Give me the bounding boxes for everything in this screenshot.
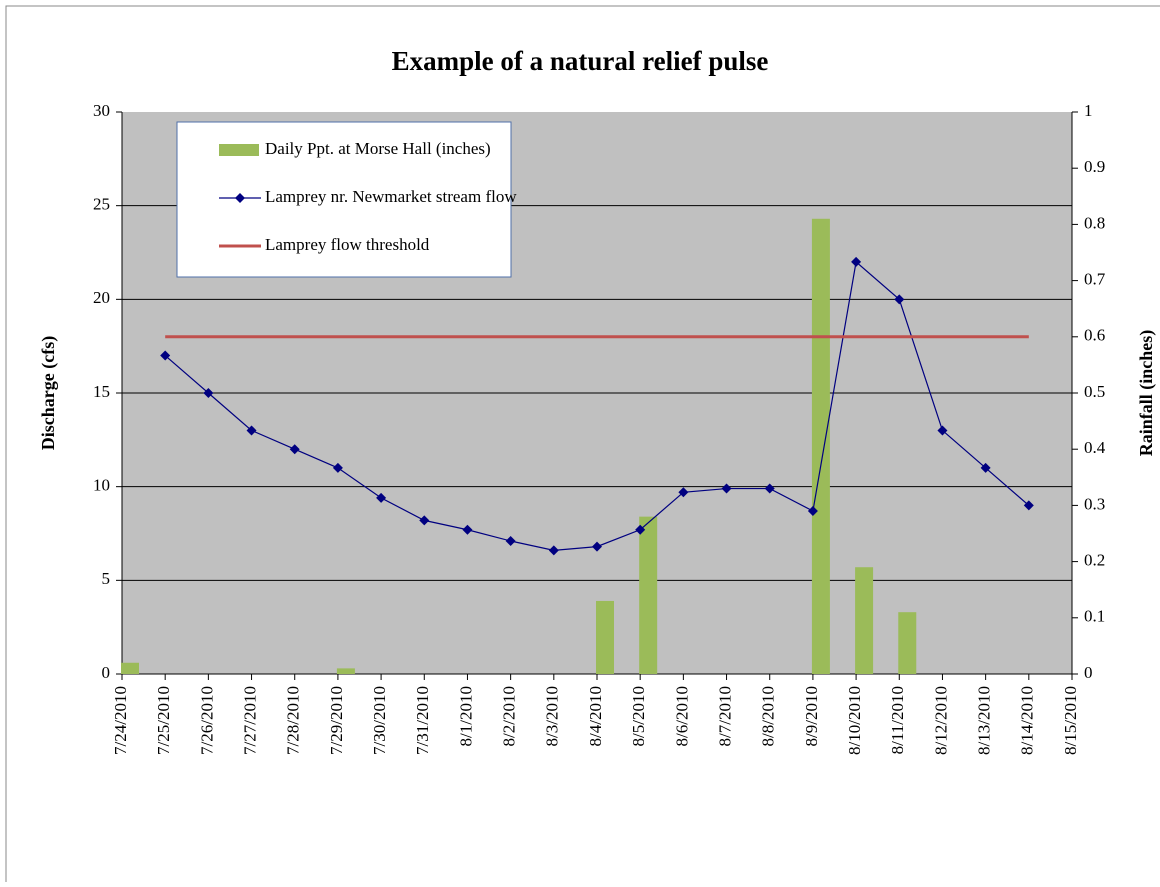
- bar: [639, 516, 658, 674]
- y-tick-label: 25: [93, 195, 110, 214]
- marker: [937, 425, 948, 436]
- marker: [548, 545, 559, 556]
- y2-tick-label: 0.1: [1084, 607, 1105, 626]
- marker: [462, 524, 473, 535]
- marker: [246, 425, 257, 436]
- y2-tick-label: 0.3: [1084, 494, 1105, 513]
- x-tick-label: 7/27/2010: [240, 686, 259, 755]
- x-tick-label: 8/5/2010: [629, 686, 648, 746]
- marker: [894, 294, 905, 305]
- x-tick-label: 8/9/2010: [802, 686, 821, 746]
- chart-title: Example of a natural relief pulse: [392, 46, 769, 76]
- x-tick-label: 8/1/2010: [456, 686, 475, 746]
- y-tick-label: 15: [93, 382, 110, 401]
- x-tick-label: 8/11/2010: [888, 686, 907, 754]
- marker: [851, 256, 862, 267]
- y2-tick-label: 0.5: [1084, 382, 1105, 401]
- y-tick-label: 10: [93, 476, 110, 495]
- bar: [855, 567, 874, 674]
- y2-tick-label: 0.2: [1084, 551, 1105, 570]
- bar: [336, 668, 355, 674]
- x-tick-label: 7/25/2010: [154, 686, 173, 755]
- x-tick-label: 8/6/2010: [672, 686, 691, 746]
- x-tick-label: 8/4/2010: [586, 686, 605, 746]
- x-tick-label: 8/8/2010: [759, 686, 778, 746]
- x-tick-label: 7/29/2010: [327, 686, 346, 755]
- marker: [160, 350, 171, 361]
- y-tick-label: 0: [102, 663, 111, 682]
- marker: [505, 535, 516, 546]
- y2-tick-label: 0.6: [1084, 326, 1105, 345]
- marker: [807, 506, 818, 517]
- y-tick-label: 5: [102, 569, 111, 588]
- marker: [376, 492, 387, 503]
- y-axis-label: Discharge (cfs): [38, 336, 59, 450]
- marker: [289, 444, 300, 455]
- y2-tick-label: 0.9: [1084, 157, 1105, 176]
- marker: [721, 483, 732, 494]
- bar: [811, 218, 830, 674]
- marker: [764, 483, 775, 494]
- x-tick-label: 8/14/2010: [1018, 686, 1037, 755]
- x-tick-label: 8/2/2010: [500, 686, 519, 746]
- legend-label: Lamprey flow threshold: [265, 235, 430, 254]
- x-tick-label: 8/15/2010: [1061, 686, 1080, 755]
- x-tick-label: 8/7/2010: [715, 686, 734, 746]
- x-tick-label: 8/12/2010: [931, 686, 950, 755]
- legend-marker: [235, 193, 245, 203]
- y-tick-label: 20: [93, 288, 110, 307]
- x-tick-label: 8/13/2010: [975, 686, 994, 755]
- marker: [635, 524, 646, 535]
- x-tick-label: 7/28/2010: [284, 686, 303, 755]
- legend-swatch: [219, 144, 259, 156]
- x-tick-label: 7/30/2010: [370, 686, 389, 755]
- marker: [980, 462, 991, 473]
- x-tick-label: 8/10/2010: [845, 686, 864, 755]
- legend-label: Lamprey nr. Newmarket stream flow: [265, 187, 517, 206]
- y-tick-label: 30: [93, 101, 110, 120]
- bar: [121, 662, 139, 674]
- marker: [1023, 500, 1034, 511]
- y2-axis-label: Rainfall (inches): [1136, 330, 1157, 457]
- y2-tick-label: 0: [1084, 663, 1093, 682]
- marker: [419, 515, 430, 526]
- x-tick-label: 8/3/2010: [543, 686, 562, 746]
- marker: [332, 462, 343, 473]
- legend-label: Daily Ppt. at Morse Hall (inches): [265, 139, 491, 158]
- marker: [592, 541, 602, 552]
- y2-tick-label: 0.8: [1084, 213, 1105, 232]
- y2-tick-label: 1: [1084, 101, 1093, 120]
- y2-tick-label: 0.7: [1084, 270, 1106, 289]
- x-tick-label: 7/24/2010: [111, 686, 130, 755]
- x-tick-label: 7/31/2010: [413, 686, 432, 755]
- bar: [596, 600, 614, 674]
- y2-tick-label: 0.4: [1084, 438, 1106, 457]
- marker: [203, 388, 214, 398]
- marker: [678, 487, 689, 498]
- bar: [898, 612, 917, 674]
- x-tick-label: 7/26/2010: [197, 686, 216, 755]
